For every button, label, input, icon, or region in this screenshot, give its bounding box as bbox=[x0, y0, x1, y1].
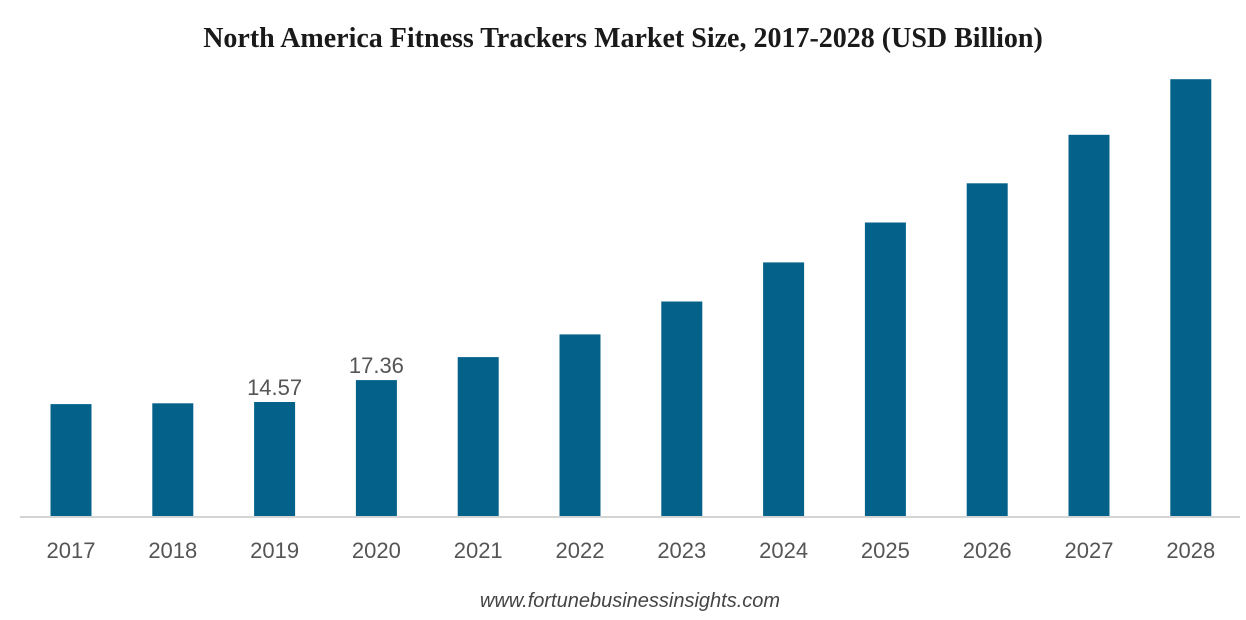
bar-2024 bbox=[763, 262, 805, 516]
bar-2028 bbox=[1170, 79, 1212, 516]
bar-2027 bbox=[1068, 134, 1110, 517]
data-labels: 14.57 17.36 bbox=[247, 353, 404, 400]
bar-2019 bbox=[254, 402, 296, 516]
x-tick-labels: 2017 2018 2019 2020 2021 2022 2023 2024 2025 2026… bbox=[47, 538, 1216, 563]
x-tick-label-2021: 2021 bbox=[454, 538, 503, 563]
x-tick-label-2020: 2020 bbox=[352, 538, 401, 563]
x-tick-label-2022: 2022 bbox=[556, 538, 605, 563]
bar-2017 bbox=[50, 404, 92, 516]
bar-2021 bbox=[457, 357, 499, 516]
bar-2018 bbox=[152, 403, 194, 516]
data-label-2020: 17.36 bbox=[349, 353, 404, 378]
bar-2023 bbox=[661, 301, 703, 516]
x-tick-label-2019: 2019 bbox=[250, 538, 299, 563]
bar-2020 bbox=[355, 380, 397, 516]
source-text: www.fortunebusinessinsights.com bbox=[480, 590, 780, 612]
x-tick-label-2017: 2017 bbox=[47, 538, 96, 563]
x-tick-label-2027: 2027 bbox=[1065, 538, 1114, 563]
bar-2025 bbox=[864, 222, 906, 516]
bar-2022 bbox=[559, 334, 601, 516]
x-tick-label-2024: 2024 bbox=[759, 538, 808, 563]
x-tick-label-2018: 2018 bbox=[148, 538, 197, 563]
bars bbox=[50, 79, 1212, 517]
x-tick-label-2025: 2025 bbox=[861, 538, 910, 563]
bar-2026 bbox=[966, 183, 1008, 517]
data-label-2019: 14.57 bbox=[247, 375, 302, 400]
x-tick-label-2028: 2028 bbox=[1166, 538, 1215, 563]
chart-title: North America Fitness Trackers Market Si… bbox=[203, 23, 1043, 54]
x-tick-label-2023: 2023 bbox=[657, 538, 706, 563]
x-tick-label-2026: 2026 bbox=[963, 538, 1012, 563]
